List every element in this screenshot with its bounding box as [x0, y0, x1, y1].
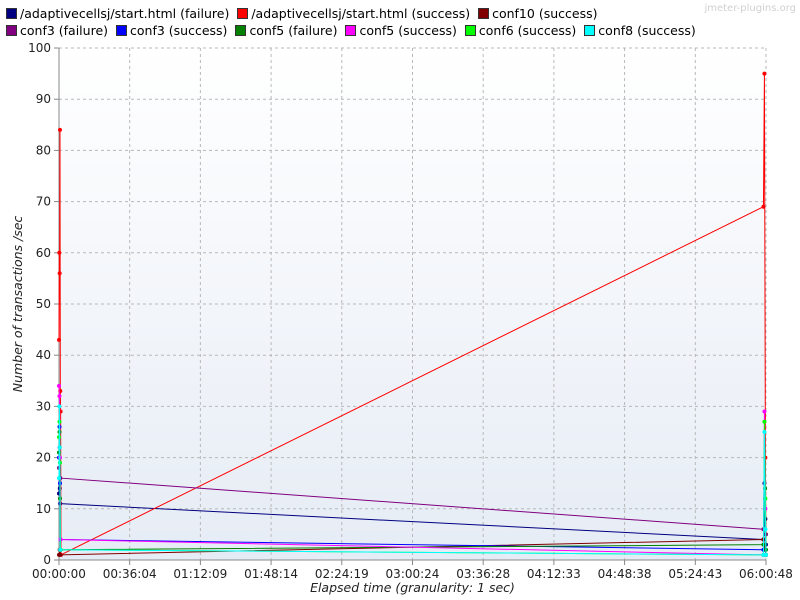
- data-point: [57, 394, 62, 399]
- legend-label: /adaptivecellsj/start.html (success): [251, 6, 471, 21]
- x-tick-label: 03:00:24: [386, 567, 440, 581]
- legend-item: conf3 (success): [116, 22, 227, 39]
- y-tick-label: 70: [36, 195, 51, 209]
- data-point: [58, 547, 63, 552]
- data-point: [762, 430, 767, 434]
- legend-swatch: [345, 25, 357, 36]
- legend-item: conf5 (success): [345, 22, 457, 39]
- data-point: [761, 204, 766, 209]
- legend-label: conf3 (success): [130, 23, 228, 38]
- data-point: [57, 127, 62, 132]
- data-point: [57, 383, 61, 388]
- legend-label: conf5 (success): [359, 23, 457, 38]
- legend-item: conf5 (failure): [235, 22, 337, 39]
- legend-label: conf5 (failure): [249, 23, 338, 38]
- data-point: [762, 71, 767, 76]
- y-tick-label: 90: [36, 92, 51, 106]
- legend-item: conf10 (success): [478, 5, 597, 22]
- y-tick-label: 50: [36, 297, 51, 311]
- legend-swatch: [6, 8, 17, 19]
- x-tick-label: 00:36:04: [103, 567, 157, 581]
- x-tick-label: 04:12:33: [527, 567, 581, 581]
- legend-label: conf3 (failure): [20, 23, 109, 38]
- x-tick-label: 02:24:19: [315, 567, 369, 581]
- legend-item: conf6 (success): [464, 22, 577, 39]
- y-tick-label: 0: [43, 553, 51, 567]
- legend-label: /adaptivecellsj/start.html (failure): [20, 6, 230, 21]
- legend-swatch: [235, 25, 247, 36]
- x-tick-label: 04:48:38: [598, 567, 652, 581]
- x-tick-label: 05:24:43: [668, 567, 722, 581]
- x-tick-label: 03:36:28: [456, 567, 510, 581]
- legend-item: /adaptivecellsj/start.html (success): [237, 5, 470, 22]
- y-tick-label: 40: [36, 348, 51, 362]
- x-tick-label: 01:12:09: [173, 567, 227, 581]
- series-line: [58, 406, 767, 556]
- x-tick-label: 06:00:48: [739, 567, 793, 581]
- legend-label: conf10 (success): [492, 6, 598, 21]
- data-point: [57, 271, 62, 276]
- x-tick-label: 00:00:00: [32, 567, 86, 581]
- y-tick-label: 80: [36, 143, 51, 157]
- y-axis-title: Number of transactions /sec: [10, 216, 25, 393]
- legend-swatch: [584, 25, 596, 36]
- y-tick-label: 30: [36, 399, 51, 413]
- data-point: [57, 476, 61, 481]
- legend-swatch: [237, 8, 249, 19]
- y-tick-label: 60: [36, 246, 51, 260]
- data-point: [762, 409, 767, 414]
- data-point: [762, 419, 767, 424]
- legend-swatch: [6, 25, 17, 36]
- data-point: [57, 404, 62, 409]
- data-point: [58, 552, 63, 557]
- data-point: [57, 250, 62, 255]
- legend-label: conf8 (success): [598, 23, 696, 38]
- legend-item: conf3 (failure): [6, 22, 108, 39]
- y-tick-label: 100: [28, 41, 51, 55]
- legend-item: /adaptivecellsj/start.html (failure): [6, 5, 229, 22]
- x-tick-label: 01:48:14: [244, 567, 298, 581]
- legend-item: conf8 (success): [584, 22, 696, 39]
- legend-swatch: [464, 25, 476, 36]
- data-point: [57, 445, 62, 450]
- watermark: jmeter-plugins.org: [704, 3, 796, 14]
- legend-label: conf6 (success): [478, 23, 577, 38]
- legend-swatch: [478, 8, 490, 19]
- legend-swatch: [116, 25, 128, 36]
- y-tick-label: 10: [36, 502, 51, 516]
- data-point: [764, 552, 768, 557]
- y-tick-label: 20: [36, 451, 51, 465]
- data-point: [57, 337, 61, 342]
- x-axis-title: Elapsed time (granularity: 1 sec): [310, 580, 515, 595]
- data-point: [763, 527, 768, 532]
- legend: /adaptivecellsj/start.html (failure) /ada…: [6, 5, 706, 39]
